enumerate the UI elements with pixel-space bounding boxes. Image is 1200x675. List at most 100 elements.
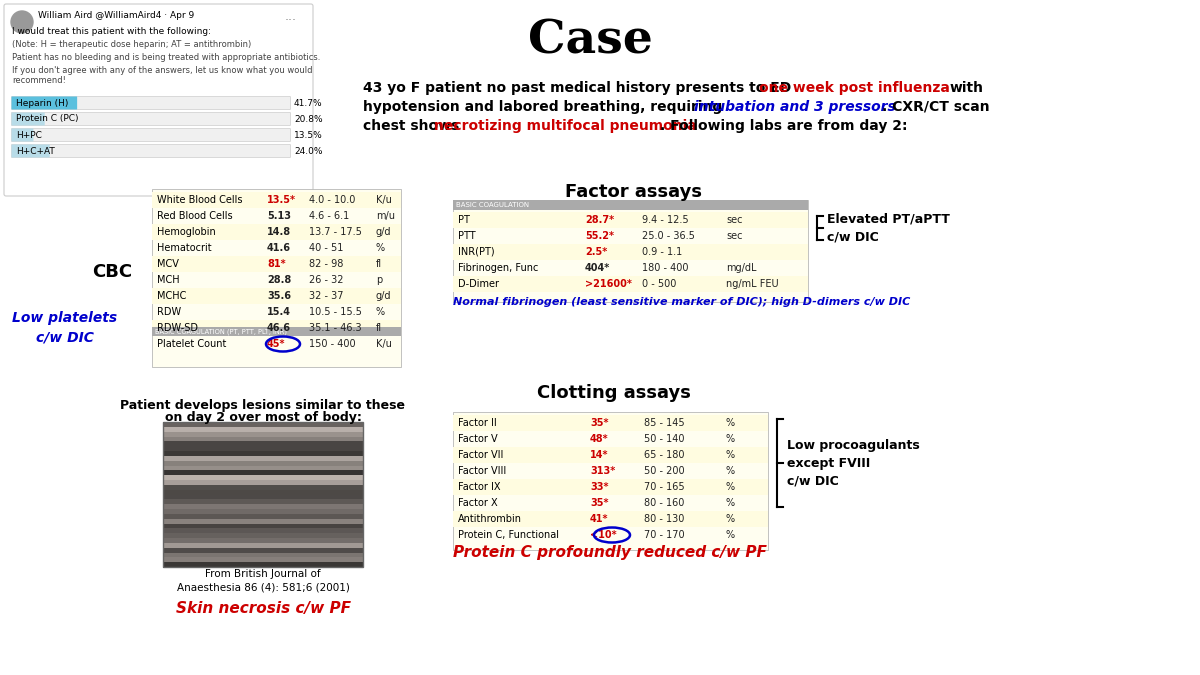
Text: 80 - 130: 80 - 130 (644, 514, 684, 524)
Text: 32 - 37: 32 - 37 (310, 291, 343, 301)
FancyBboxPatch shape (163, 538, 364, 544)
FancyBboxPatch shape (454, 200, 808, 210)
Text: INR(PT): INR(PT) (458, 247, 494, 257)
FancyBboxPatch shape (12, 97, 77, 109)
Text: 13.5%: 13.5% (294, 130, 323, 140)
FancyBboxPatch shape (163, 529, 364, 534)
Text: 70 - 165: 70 - 165 (644, 482, 685, 492)
FancyBboxPatch shape (163, 475, 364, 481)
Text: 70 - 170: 70 - 170 (644, 530, 685, 540)
Text: %: % (726, 418, 736, 428)
FancyBboxPatch shape (454, 447, 768, 463)
Text: RDW: RDW (157, 307, 181, 317)
Text: ...: ... (286, 9, 298, 22)
FancyBboxPatch shape (152, 224, 401, 240)
FancyBboxPatch shape (454, 412, 768, 550)
Text: Heparin (H): Heparin (H) (16, 99, 68, 107)
Text: 14*: 14* (590, 450, 608, 460)
Text: 82 - 98: 82 - 98 (310, 259, 343, 269)
Text: 20.8%: 20.8% (294, 115, 323, 124)
Text: MCV: MCV (157, 259, 179, 269)
Text: 0 - 500: 0 - 500 (642, 279, 677, 289)
Text: 5.13: 5.13 (266, 211, 292, 221)
FancyBboxPatch shape (152, 288, 401, 304)
Text: White Blood Cells: White Blood Cells (157, 195, 242, 205)
Text: p: p (376, 275, 383, 285)
FancyBboxPatch shape (163, 466, 364, 471)
Text: 0.9 - 1.1: 0.9 - 1.1 (642, 247, 683, 257)
FancyBboxPatch shape (12, 113, 44, 126)
Text: %: % (726, 498, 736, 508)
Text: %: % (726, 482, 736, 492)
Text: g/d: g/d (376, 227, 391, 237)
Text: recommend!: recommend! (12, 76, 66, 85)
Text: 14.8: 14.8 (266, 227, 292, 237)
Text: MCH: MCH (157, 275, 180, 285)
Text: PTT: PTT (458, 231, 475, 241)
FancyBboxPatch shape (163, 451, 364, 457)
Text: 50 - 140: 50 - 140 (644, 434, 684, 444)
FancyBboxPatch shape (152, 189, 401, 367)
FancyBboxPatch shape (454, 200, 808, 302)
Text: 10.5 - 15.5: 10.5 - 15.5 (310, 307, 362, 317)
Text: Platelet Count: Platelet Count (157, 339, 227, 349)
FancyBboxPatch shape (163, 518, 364, 524)
Text: 65 - 180: 65 - 180 (644, 450, 684, 460)
Text: PT: PT (458, 215, 470, 225)
Text: 313*: 313* (590, 466, 616, 476)
Text: 13.7 - 17.5: 13.7 - 17.5 (310, 227, 362, 237)
FancyBboxPatch shape (163, 495, 364, 500)
Text: g/d: g/d (376, 291, 391, 301)
Text: hypotension and labored breathing, requiring: hypotension and labored breathing, requi… (364, 100, 722, 114)
Text: K/u: K/u (376, 339, 392, 349)
Text: 41.6: 41.6 (266, 243, 292, 253)
Text: intubation and 3 pressors: intubation and 3 pressors (694, 100, 895, 114)
FancyBboxPatch shape (163, 460, 364, 466)
Text: %: % (376, 243, 385, 253)
Text: chest shows: chest shows (364, 119, 460, 133)
Text: Low platelets
c/w DIC: Low platelets c/w DIC (12, 311, 118, 345)
Text: Elevated PT/aPTT
c/w DIC: Elevated PT/aPTT c/w DIC (827, 213, 950, 244)
Text: with: with (950, 81, 984, 95)
FancyBboxPatch shape (12, 128, 290, 142)
Text: Normal fibrinogen (least sensitive marker of DIC); high D-dimers c/w DIC: Normal fibrinogen (least sensitive marke… (454, 297, 911, 307)
FancyBboxPatch shape (454, 511, 768, 527)
Text: Protein C, Functional: Protein C, Functional (458, 530, 559, 540)
Text: 4.0 - 10.0: 4.0 - 10.0 (310, 195, 355, 205)
Text: 28.8: 28.8 (266, 275, 292, 285)
Text: 35*: 35* (590, 418, 608, 428)
FancyBboxPatch shape (152, 320, 401, 336)
Text: %: % (726, 434, 736, 444)
Text: %: % (376, 307, 385, 317)
Text: H+PC: H+PC (16, 130, 42, 140)
Text: Antithrombin: Antithrombin (458, 514, 522, 524)
Text: %: % (726, 514, 736, 524)
Text: fl: fl (376, 259, 382, 269)
Text: 2.5*: 2.5* (586, 247, 607, 257)
Text: 41*: 41* (590, 514, 608, 524)
Text: 80 - 160: 80 - 160 (644, 498, 684, 508)
Text: mg/dL: mg/dL (726, 263, 756, 273)
Text: D-Dimer: D-Dimer (458, 279, 499, 289)
Text: Patient develops lesions similar to these: Patient develops lesions similar to thes… (120, 400, 406, 412)
Text: Case: Case (528, 17, 653, 63)
Text: Hematocrit: Hematocrit (157, 243, 211, 253)
FancyBboxPatch shape (454, 212, 808, 228)
Text: 13.5*: 13.5* (266, 195, 296, 205)
Text: William Aird @WilliamAird4 · Apr 9: William Aird @WilliamAird4 · Apr 9 (38, 11, 194, 20)
Text: Low procoagulants
except FVIII
c/w DIC: Low procoagulants except FVIII c/w DIC (787, 439, 919, 487)
Text: 404*: 404* (586, 263, 611, 273)
FancyBboxPatch shape (163, 543, 364, 549)
Text: Factor V: Factor V (458, 434, 498, 444)
Text: %: % (726, 450, 736, 460)
FancyBboxPatch shape (163, 514, 364, 520)
FancyBboxPatch shape (163, 446, 364, 452)
FancyBboxPatch shape (12, 128, 34, 142)
Text: Factor II: Factor II (458, 418, 497, 428)
Text: From British Journal of
Anaesthesia 86 (4): 581;6 (2001): From British Journal of Anaesthesia 86 (… (176, 569, 349, 593)
FancyBboxPatch shape (163, 562, 364, 568)
FancyBboxPatch shape (163, 456, 364, 462)
Text: Protein C profoundly reduced c/w PF: Protein C profoundly reduced c/w PF (454, 545, 767, 560)
Text: 180 - 400: 180 - 400 (642, 263, 689, 273)
Text: I would treat this patient with the following:: I would treat this patient with the foll… (12, 27, 211, 36)
